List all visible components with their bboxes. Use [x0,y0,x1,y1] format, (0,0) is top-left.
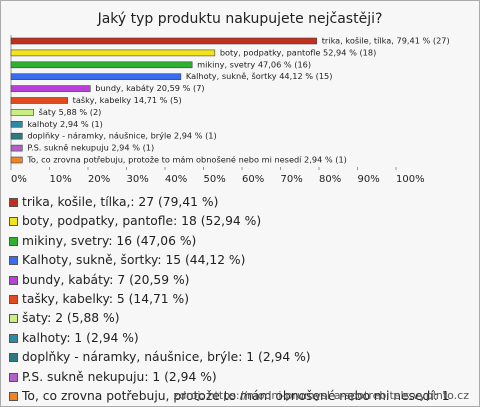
legend-swatch [9,295,18,305]
bar-label: kalhoty 2,94 % (1) [27,119,103,129]
bar [10,144,23,152]
legend-swatch [9,236,18,246]
bar [10,85,91,92]
bar [10,156,23,164]
legend-label: mikiny, svetry: 16 (47,06 %) [22,233,197,248]
bar [10,49,216,57]
legend-swatch [9,275,18,285]
bar-label: boty, podpatky, pantofle 52,94 % (18) [220,47,376,57]
bar [10,61,193,69]
legend-item: doplňky - náramky, náušnice, brýle: 1 (2… [9,348,471,367]
legend-item: Kalhoty, sukně, šortky: 15 (44,12 %) [9,251,471,270]
legend-item: boty, podpatky, pantofle: 18 (52,94 %) [9,212,471,231]
x-tick-label: 10% [50,174,72,185]
legend-item: bundy, kabáty: 7 (20,59 %) [9,271,471,290]
legend-label: tašky, kabelky: 5 (14,71 %) [22,292,190,307]
x-tick-label: 80% [319,174,341,185]
bar-label: P.S. sukně nekupuju 2,94 % (1) [27,143,154,153]
chart-title: Jaký typ produktu nakupujete nejčastěji? [97,11,383,27]
legend-swatch [9,333,18,343]
legend-item: šaty: 2 (5,88 %) [9,309,471,328]
legend-swatch [9,314,18,324]
legend-swatch [9,392,18,402]
legend-item: mikiny, svetry: 16 (47,06 %) [9,232,471,251]
legend-item: kalhoty: 1 (2,94 %) [9,329,471,348]
bar [10,109,34,116]
bar-label: doplňky - náramky, náušnice, brýle 2,94 … [27,131,216,141]
bar [10,73,182,80]
bar-label: bundy, kabáty 20,59 % (7) [95,83,204,93]
bar-label: trika, košile, tílka, 79,41 % (27) [322,36,450,46]
x-tick-label: 40% [165,174,187,185]
source: zdroj: https://modni-prumysl-a-spotrebit… [173,389,469,402]
x-tick-label: 90% [358,174,380,185]
x-tick-label: 100% [396,174,425,185]
legend-label: To, co zrovna potřebuju, protože to mám … [22,389,450,404]
legend-swatch [9,372,18,382]
bar-label: šaty 5,88 % (2) [39,107,102,117]
legend-label: boty, podpatky, pantofle: 18 (52,94 %) [22,214,262,229]
chart: Jaký typ produktu nakupujete nejčastěji?… [10,11,450,185]
bar [10,132,23,140]
legend-label: Kalhoty, sukně, šortky: 15 (44,12 %) [22,253,246,268]
bar-label: Kalhoty, sukně, šortky 44,12 % (15) [186,71,333,81]
bar-label: mikiny, svetry 47,06 % (16) [197,59,311,69]
legend-label: P.S. sukně nekupuju: 1 (2,94 %) [22,369,217,384]
x-tick-label: 20% [88,174,110,185]
x-tick-label: 0% [11,174,27,185]
legend-swatch [9,217,18,227]
bar [10,121,23,128]
legend-item: To, co zrovna potřebuju, protože to mám … [9,387,471,406]
legend-label: doplňky - náramky, náušnice, brýle: 1 (2… [22,350,311,365]
bar [10,37,318,45]
bar-label: tašky, kabelky 14,71 % (5) [73,95,182,105]
bar-label: To, co zrovna potřebuju, protože to mám … [26,155,347,165]
legend-item: trika, košile, tílka,: 27 (79,41 %) [9,193,471,212]
bar [10,97,68,104]
x-tick-label: 60% [242,174,264,185]
legend-swatch [9,353,18,363]
legend-item: tašky, kabelky: 5 (14,71 %) [9,290,471,309]
x-tick-label: 50% [204,174,226,185]
x-tick-label: 70% [281,174,303,185]
legend-label: šaty: 2 (5,88 %) [22,311,120,326]
x-tick-label: 30% [127,174,149,185]
legend: trika, košile, tílka,: 27 (79,41 %) boty,… [9,193,471,406]
legend-label: trika, košile, tílka,: 27 (79,41 %) [22,195,219,209]
legend-swatch [9,256,18,266]
legend-item: P.S. sukně nekupuju: 1 (2,94 %) [9,368,471,387]
legend-label: bundy, kabáty: 7 (20,59 %) [22,272,190,287]
legend-label: kalhoty: 1 (2,94 %) [22,330,139,345]
legend-swatch [9,198,18,207]
